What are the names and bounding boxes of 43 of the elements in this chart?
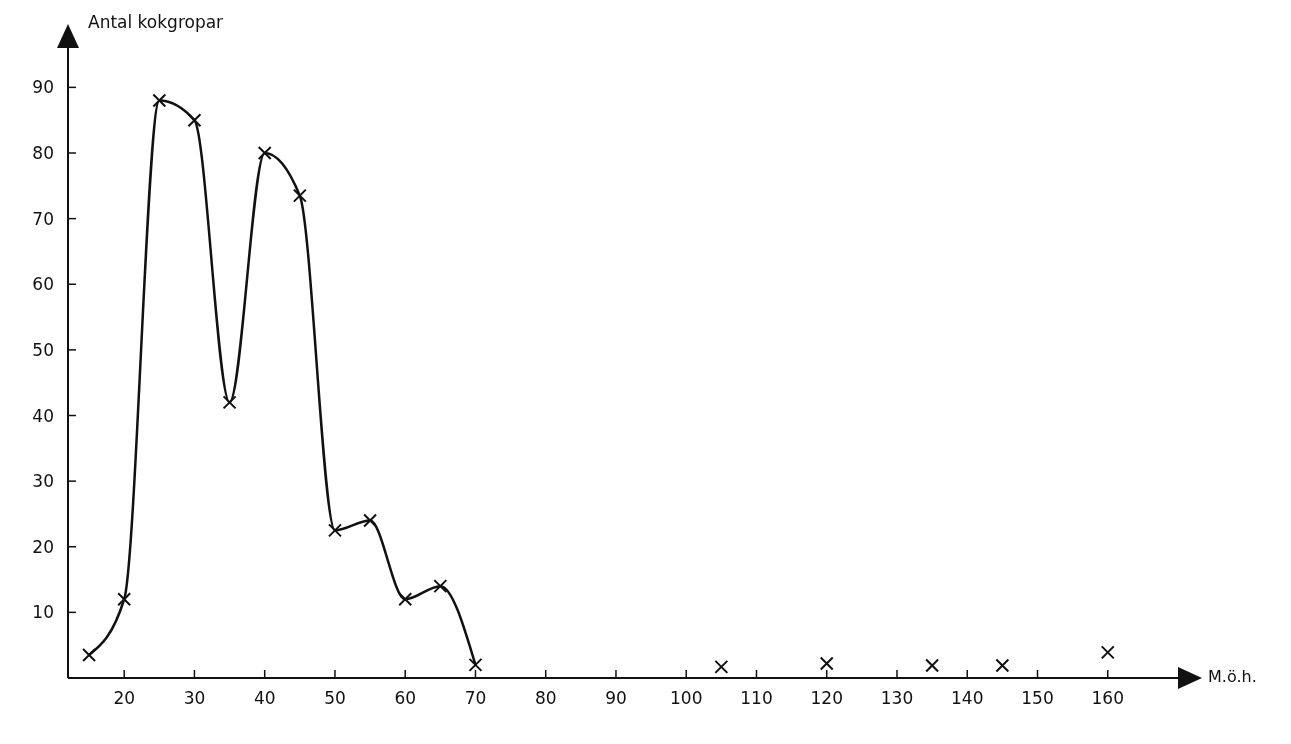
x-tick-label: 30 [183,688,206,709]
x-tick-label: 70 [464,688,487,709]
y-tick-label: 80 [32,143,54,164]
y-tick-label: 90 [32,77,54,98]
point [152,93,167,108]
y-tick-label: 60 [32,274,54,295]
x-tick-label: 20 [113,688,136,709]
x-tick-label: 120 [810,688,843,709]
y-tick-label: 40 [32,405,54,426]
point [292,188,307,203]
point [117,592,132,607]
x-tick-label: 60 [394,688,417,709]
y-tick-label: 10 [32,602,54,623]
x-tick-label: 100 [670,688,703,709]
x-axis-title: M.ö.h. [1208,667,1257,686]
y-tick-label: 30 [32,471,54,492]
point [82,648,97,663]
y-tick-label: 20 [32,536,54,557]
point [468,657,483,672]
point [363,513,378,528]
point [819,656,834,671]
y-tick-label: 50 [32,339,54,360]
x-tick-label: 110 [740,688,773,709]
point [433,579,448,594]
x-tick-label: 40 [253,688,276,709]
x-tick-label: 130 [880,688,914,709]
point [925,658,940,673]
x-tick-label: 50 [324,688,346,709]
x-tick-label: 90 [605,688,627,709]
x-tick-label: 140 [951,688,984,709]
point [327,523,342,538]
x-tick-label: 80 [534,688,557,709]
point [222,395,237,410]
point [995,658,1010,673]
point [257,146,272,160]
point [398,592,413,607]
y-tick-label: 70 [32,208,54,229]
x-tick-label: 160 [1091,688,1124,709]
point [187,113,202,128]
x-tick-label: 150 [1021,688,1054,709]
point [714,659,729,674]
point [1100,645,1115,660]
y-axis-title: Antal kokgropar [88,12,224,32]
